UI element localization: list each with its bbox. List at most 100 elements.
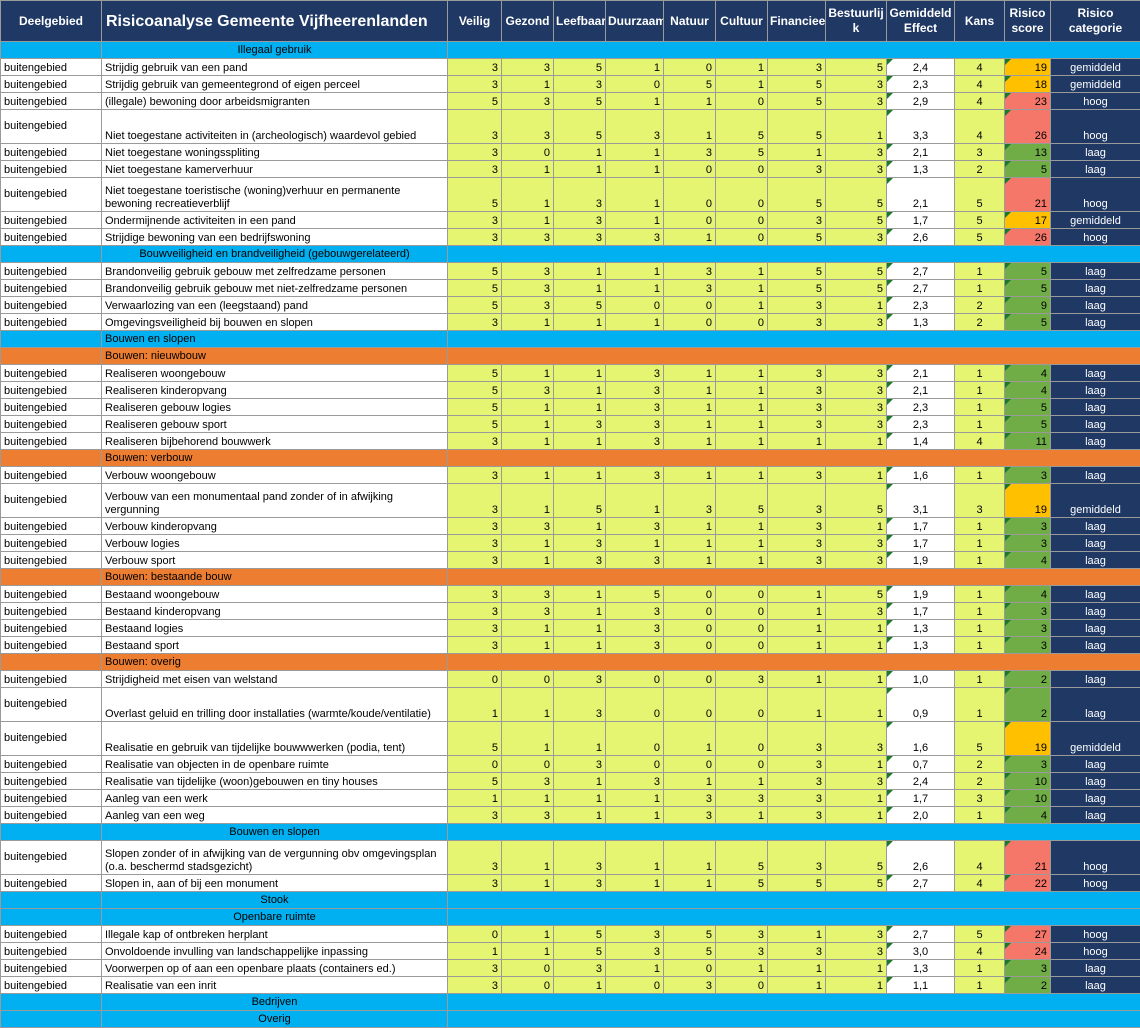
score-natuur-cell[interactable]: 1 xyxy=(664,382,716,399)
score-cultuur-cell[interactable]: 1 xyxy=(716,297,768,314)
score-financieel-cell[interactable]: 3 xyxy=(768,518,826,535)
score-cultuur-cell[interactable]: 1 xyxy=(716,773,768,790)
score-natuur-cell[interactable]: 3 xyxy=(664,977,716,994)
score-cultuur-cell[interactable]: 3 xyxy=(716,790,768,807)
risico-categorie-cell[interactable]: laag xyxy=(1051,960,1140,977)
description-cell[interactable]: Verbouw sport xyxy=(102,552,448,569)
score-bestuurlijk-cell[interactable]: 1 xyxy=(826,620,887,637)
score-bestuurlijk-cell[interactable]: 1 xyxy=(826,756,887,773)
score-duurzaam-cell[interactable]: 1 xyxy=(606,280,664,297)
score-duurzaam-cell[interactable]: 3 xyxy=(606,620,664,637)
score-veilig-cell[interactable]: 0 xyxy=(448,926,502,943)
kans-cell[interactable]: 2 xyxy=(955,773,1005,790)
kans-cell[interactable]: 2 xyxy=(955,297,1005,314)
score-duurzaam-cell[interactable]: 3 xyxy=(606,399,664,416)
risico-score-cell[interactable]: 4 xyxy=(1005,586,1051,603)
score-cultuur-cell[interactable]: 0 xyxy=(716,603,768,620)
kans-cell[interactable]: 4 xyxy=(955,93,1005,110)
kans-cell[interactable]: 5 xyxy=(955,212,1005,229)
score-financieel-cell[interactable]: 1 xyxy=(768,586,826,603)
kans-cell[interactable]: 1 xyxy=(955,467,1005,484)
kans-cell[interactable]: 5 xyxy=(955,926,1005,943)
score-duurzaam-cell[interactable]: 1 xyxy=(606,807,664,824)
score-cultuur-cell[interactable]: 0 xyxy=(716,756,768,773)
description-cell[interactable]: Realisatie en gebruik van tijdelijke bou… xyxy=(102,722,448,756)
score-natuur-cell[interactable]: 0 xyxy=(664,671,716,688)
score-bestuurlijk-cell[interactable]: 3 xyxy=(826,399,887,416)
kans-cell[interactable]: 1 xyxy=(955,807,1005,824)
score-veilig-cell[interactable]: 5 xyxy=(448,722,502,756)
score-financieel-cell[interactable]: 1 xyxy=(768,620,826,637)
score-duurzaam-cell[interactable]: 0 xyxy=(606,688,664,722)
score-financieel-cell[interactable]: 5 xyxy=(768,178,826,212)
score-veilig-cell[interactable]: 3 xyxy=(448,977,502,994)
section-label[interactable]: Stook xyxy=(102,892,448,909)
score-veilig-cell[interactable]: 5 xyxy=(448,382,502,399)
score-leefbaar-cell[interactable]: 1 xyxy=(554,161,606,178)
score-cultuur-cell[interactable]: 5 xyxy=(716,875,768,892)
score-financieel-cell[interactable]: 1 xyxy=(768,960,826,977)
score-gezond-cell[interactable]: 3 xyxy=(502,586,554,603)
score-veilig-cell[interactable]: 3 xyxy=(448,314,502,331)
score-veilig-cell[interactable]: 5 xyxy=(448,365,502,382)
gemiddeld-effect-cell[interactable]: 2,1 xyxy=(887,382,955,399)
score-cultuur-cell[interactable]: 1 xyxy=(716,960,768,977)
gemiddeld-effect-cell[interactable]: 1,1 xyxy=(887,977,955,994)
score-cultuur-cell[interactable]: 1 xyxy=(716,433,768,450)
score-financieel-cell[interactable]: 3 xyxy=(768,943,826,960)
kans-cell[interactable]: 4 xyxy=(955,841,1005,875)
risico-categorie-cell[interactable]: hoog xyxy=(1051,110,1140,144)
risico-categorie-cell[interactable]: laag xyxy=(1051,416,1140,433)
section-label[interactable]: Bouwen en slopen xyxy=(102,824,448,841)
score-cultuur-cell[interactable]: 1 xyxy=(716,807,768,824)
risico-categorie-cell[interactable]: laag xyxy=(1051,620,1140,637)
section-fill-cell[interactable] xyxy=(448,331,1140,348)
score-gezond-cell[interactable]: 1 xyxy=(502,637,554,654)
deelgebied-cell[interactable]: buitengebied xyxy=(1,314,102,331)
risico-score-cell[interactable]: 3 xyxy=(1005,637,1051,654)
score-gezond-cell[interactable]: 3 xyxy=(502,518,554,535)
deelgebied-cell[interactable]: buitengebied xyxy=(1,620,102,637)
score-gezond-cell[interactable]: 3 xyxy=(502,773,554,790)
score-bestuurlijk-cell[interactable]: 3 xyxy=(826,76,887,93)
risico-categorie-cell[interactable]: laag xyxy=(1051,518,1140,535)
description-cell[interactable]: Strijdigheid met eisen van welstand xyxy=(102,671,448,688)
risico-score-cell[interactable]: 3 xyxy=(1005,620,1051,637)
score-gezond-cell[interactable]: 1 xyxy=(502,365,554,382)
score-leefbaar-cell[interactable]: 3 xyxy=(554,875,606,892)
description-cell[interactable]: Omgevingsveiligheid bij bouwen en slopen xyxy=(102,314,448,331)
section-fill-cell[interactable] xyxy=(448,569,1140,586)
score-veilig-cell[interactable]: 3 xyxy=(448,518,502,535)
score-leefbaar-cell[interactable]: 3 xyxy=(554,756,606,773)
risico-categorie-cell[interactable]: laag xyxy=(1051,688,1140,722)
score-leefbaar-cell[interactable]: 5 xyxy=(554,926,606,943)
gemiddeld-effect-cell[interactable]: 2,3 xyxy=(887,76,955,93)
score-bestuurlijk-cell[interactable]: 3 xyxy=(826,943,887,960)
score-gezond-cell[interactable]: 3 xyxy=(502,382,554,399)
score-financieel-cell[interactable]: 3 xyxy=(768,399,826,416)
gemiddeld-effect-cell[interactable]: 1,7 xyxy=(887,535,955,552)
score-leefbaar-cell[interactable]: 5 xyxy=(554,943,606,960)
gemiddeld-effect-cell[interactable]: 1,3 xyxy=(887,960,955,977)
score-cultuur-cell[interactable]: 0 xyxy=(716,637,768,654)
score-bestuurlijk-cell[interactable]: 1 xyxy=(826,637,887,654)
score-cultuur-cell[interactable]: 1 xyxy=(716,263,768,280)
description-cell[interactable]: Slopen zonder of in afwijking van de ver… xyxy=(102,841,448,875)
description-cell[interactable]: Realiseren kinderopvang xyxy=(102,382,448,399)
score-gezond-cell[interactable]: 1 xyxy=(502,926,554,943)
score-natuur-cell[interactable]: 1 xyxy=(664,467,716,484)
risico-score-cell[interactable]: 5 xyxy=(1005,314,1051,331)
col-header-gezond[interactable]: Gezond xyxy=(502,1,554,42)
score-veilig-cell[interactable]: 3 xyxy=(448,535,502,552)
score-duurzaam-cell[interactable]: 3 xyxy=(606,416,664,433)
score-veilig-cell[interactable]: 5 xyxy=(448,93,502,110)
col-header-duurzaam[interactable]: Duurzaam xyxy=(606,1,664,42)
gemiddeld-effect-cell[interactable]: 2,3 xyxy=(887,297,955,314)
score-bestuurlijk-cell[interactable]: 3 xyxy=(826,773,887,790)
score-natuur-cell[interactable]: 0 xyxy=(664,603,716,620)
deelgebied-cell[interactable]: buitengebied xyxy=(1,773,102,790)
gemiddeld-effect-cell[interactable]: 2,7 xyxy=(887,280,955,297)
description-cell[interactable]: Verwaarlozing van een (leegstaand) pand xyxy=(102,297,448,314)
kans-cell[interactable]: 5 xyxy=(955,722,1005,756)
score-duurzaam-cell[interactable]: 3 xyxy=(606,467,664,484)
